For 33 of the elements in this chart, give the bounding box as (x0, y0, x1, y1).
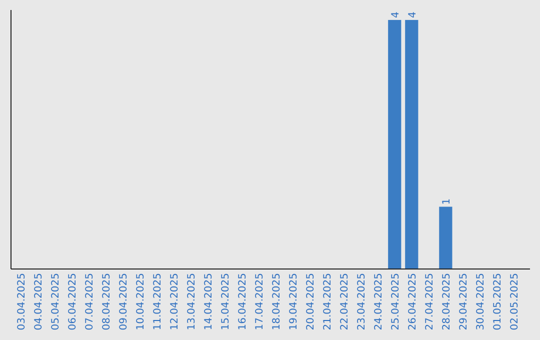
x-tick-label: 04.04.2025 (33, 273, 44, 330)
x-tick-label: 12.04.2025 (169, 273, 180, 330)
data-label: 4 (390, 12, 402, 18)
x-tick-label: 05.04.2025 (50, 273, 62, 330)
x-tick-label: 26.04.2025 (408, 273, 419, 330)
x-tick-label: 23.04.2025 (356, 273, 368, 330)
x-tick-label: 25.04.2025 (390, 273, 402, 330)
x-tick-label: 28.04.2025 (442, 273, 453, 330)
x-tick-label: 20.04.2025 (306, 273, 317, 330)
x-tick-label: 02.05.2025 (510, 273, 521, 330)
x-tick-label: 10.04.2025 (135, 273, 146, 330)
data-label: 1 (442, 198, 453, 205)
x-tick-label: 09.04.2025 (118, 273, 130, 330)
x-tick-label: 14.04.2025 (203, 273, 214, 330)
x-tick-label: 27.04.2025 (424, 273, 436, 330)
x-tick-label: 06.04.2025 (67, 273, 78, 330)
x-tick-label: 07.04.2025 (84, 273, 96, 330)
x-tick-label: 19.04.2025 (288, 273, 300, 330)
x-tick-label: 30.04.2025 (476, 273, 487, 330)
x-tick-label: 01.05.2025 (492, 273, 504, 330)
x-tick-label: 21.04.2025 (322, 273, 334, 330)
x-tick-label: 18.04.2025 (272, 273, 283, 330)
x-tick-label: 11.04.2025 (152, 273, 164, 330)
data-label: 4 (408, 12, 419, 18)
x-tick-label: 16.04.2025 (237, 273, 248, 330)
x-tick-label: 13.04.2025 (186, 273, 198, 330)
x-tick-label: 24.04.2025 (374, 273, 385, 330)
x-tick-label: 03.04.2025 (16, 273, 28, 330)
x-tick-label: 29.04.2025 (458, 273, 470, 330)
x-tick-label: 17.04.2025 (254, 273, 266, 330)
x-tick-label: 15.04.2025 (220, 273, 232, 330)
x-tick-label: 22.04.2025 (340, 273, 351, 330)
x-tick-label: 08.04.2025 (101, 273, 112, 330)
